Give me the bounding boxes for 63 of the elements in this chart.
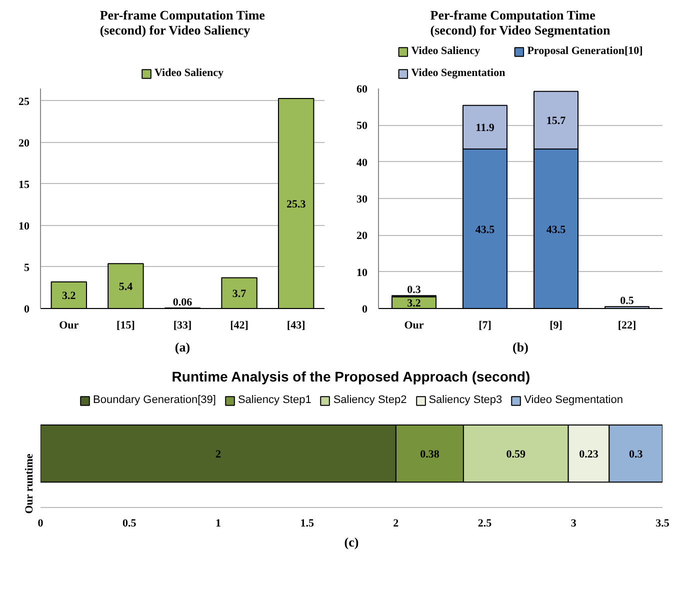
x-tick-label: Our: [59, 320, 79, 332]
y-tick-label: 0: [24, 304, 30, 316]
x-tick-label: 2: [393, 518, 400, 530]
data-label: 0.3: [628, 448, 644, 461]
text: (b): [512, 340, 528, 354]
x-tick-label: [15]: [116, 320, 135, 332]
data-label: 0.3: [407, 284, 422, 296]
x-tick-label: 0: [38, 518, 44, 530]
legend-label: Saliency Step1: [238, 393, 312, 407]
y-tick-label: 15: [18, 178, 30, 191]
data-label: 43.5: [475, 224, 496, 236]
x-tick-label: 0.5: [122, 518, 137, 530]
y-tick-label: 5: [24, 262, 30, 274]
x-tick-label: 1.5: [300, 518, 314, 530]
x-tick-label: [9]: [550, 320, 562, 332]
y-tick-label: 60: [356, 84, 368, 96]
data-label: 0.38: [420, 448, 440, 461]
x-tick-label: 3: [570, 518, 577, 530]
y-tick-label: 50: [356, 120, 368, 132]
data-label: 25.3: [286, 198, 306, 210]
legend-label: Boundary Generation[39]: [93, 393, 216, 407]
x-tick-label: 2.5: [478, 518, 492, 530]
y-tick-label: 0: [362, 304, 368, 316]
x-tick-label: [22]: [618, 320, 636, 332]
y-tick-label: 10: [18, 220, 30, 232]
x-tick-label: [7]: [478, 320, 492, 332]
data-label: 3.7: [232, 288, 247, 300]
legend-label: Video Segmentation: [524, 393, 623, 407]
data-label: 43.5: [546, 224, 566, 236]
legend-label: Saliency Step3: [428, 393, 502, 407]
y-tick-label: Our runtime: [24, 454, 36, 514]
chart-title: Per-frame Computation Time (second) for Video Segmentation: [430, 8, 612, 38]
data-label: 0.06: [172, 296, 193, 308]
legend-label: Video Saliency: [411, 44, 480, 58]
y-tick-label: 30: [356, 194, 368, 206]
legend-label: Saliency Step2: [333, 393, 407, 407]
data-label: 3.2: [407, 298, 422, 310]
chart-title: Runtime Analysis of the Proposed Approach (second): [172, 368, 530, 384]
data-label: 3.2: [62, 290, 76, 302]
text: (a): [174, 340, 190, 354]
x-tick-label: [43]: [286, 320, 306, 332]
y-tick-label: 40: [356, 156, 368, 169]
chart-title: Per-frame Computation Time (second) for Video Saliency: [100, 8, 266, 38]
legend-label: Video Saliency: [154, 66, 224, 80]
data-label: 0.59: [506, 448, 526, 461]
text: (c): [344, 534, 359, 550]
data-label: 15.7: [546, 115, 566, 128]
data-label: 0.23: [579, 448, 599, 461]
x-tick-label: [33]: [173, 320, 192, 332]
x-tick-label: 3.5: [656, 518, 670, 530]
data-label: 5.4: [118, 281, 134, 294]
x-tick-label: Our: [404, 320, 424, 332]
y-tick-label: 25: [18, 96, 30, 108]
y-tick-label: 10: [356, 266, 368, 279]
x-tick-label: [42]: [230, 320, 248, 332]
legend-label: Proposal Generation[10]: [527, 44, 643, 58]
y-tick-label: 20: [356, 230, 368, 242]
y-tick-label: 20: [18, 137, 30, 150]
data-label: 11.9: [476, 122, 495, 134]
data-label: 2: [215, 448, 222, 461]
legend-label: Video Segmentation: [411, 66, 506, 80]
data-label: 0.5: [620, 295, 634, 308]
x-tick-label: 1: [215, 518, 221, 530]
